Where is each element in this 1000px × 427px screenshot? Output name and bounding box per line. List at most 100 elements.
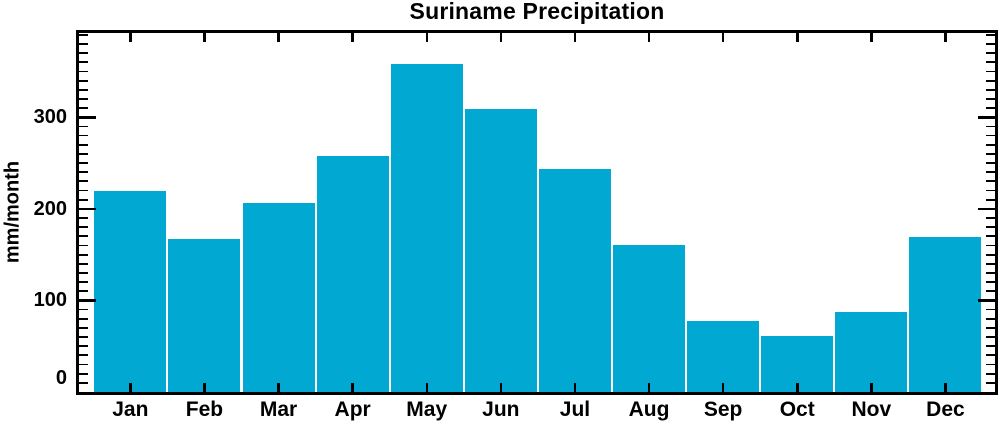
bar-apr — [316, 155, 389, 392]
y-minor-tick — [986, 189, 995, 192]
y-minor-tick — [79, 33, 88, 36]
y-minor-tick — [986, 143, 995, 146]
y-minor-tick — [79, 290, 88, 293]
bar-oct — [761, 336, 834, 392]
y-minor-tick — [986, 125, 995, 128]
x-tick-label-may: May — [406, 398, 448, 421]
x-tick-label-jul: Jul — [559, 398, 591, 421]
y-tick-label: 100 — [33, 289, 67, 312]
y-minor-tick — [79, 162, 88, 164]
y-minor-tick — [986, 354, 995, 357]
x-tick — [944, 383, 947, 392]
x-tick — [647, 383, 651, 392]
y-minor-tick — [986, 107, 995, 109]
y-minor-tick — [79, 235, 88, 238]
x-tick-label-feb: Feb — [185, 398, 224, 421]
y-tick-label: 0 — [55, 367, 67, 389]
y-minor-tick — [79, 180, 88, 183]
y-minor-tick — [986, 336, 995, 338]
y-minor-tick — [79, 317, 88, 320]
bar-feb — [168, 239, 241, 392]
y-minor-tick — [986, 52, 995, 55]
y-major-tick — [978, 116, 995, 119]
x-tick-label-dec: Dec — [926, 398, 965, 421]
y-minor-tick — [986, 134, 995, 137]
x-tick — [796, 33, 799, 42]
x-tick-label-aug: Aug — [628, 398, 670, 421]
y-minor-tick — [79, 354, 88, 357]
y-minor-tick — [986, 43, 995, 45]
y-minor-tick — [986, 61, 995, 64]
y-major-tick — [79, 116, 96, 119]
y-minor-tick — [79, 272, 88, 274]
y-major-tick — [79, 299, 96, 302]
y-minor-tick — [986, 253, 995, 256]
y-minor-tick — [986, 171, 995, 174]
y-minor-tick — [79, 98, 88, 100]
y-minor-tick — [79, 88, 88, 91]
x-tick — [499, 383, 503, 392]
x-tick-label-mar: Mar — [259, 398, 298, 421]
x-tick-label-apr: Apr — [334, 398, 371, 421]
x-tick — [647, 33, 651, 42]
x-tick — [425, 33, 428, 42]
y-minor-tick — [79, 61, 88, 64]
y-minor-tick — [986, 98, 995, 100]
y-minor-tick — [986, 152, 995, 155]
y-minor-tick — [986, 281, 995, 283]
y-minor-tick — [986, 79, 995, 82]
y-minor-tick — [79, 281, 88, 283]
x-tick-label-nov: Nov — [851, 398, 892, 421]
x-tick — [351, 383, 354, 392]
y-minor-tick — [986, 180, 995, 183]
y-minor-tick — [986, 33, 995, 36]
bar-jun — [464, 109, 537, 392]
x-tick — [870, 383, 873, 392]
y-minor-tick — [986, 317, 995, 320]
y-minor-tick — [79, 43, 88, 45]
y-minor-tick — [79, 134, 88, 137]
y-minor-tick — [986, 308, 995, 311]
y-minor-tick — [79, 244, 88, 247]
y-minor-tick — [986, 290, 995, 293]
x-tick — [870, 33, 873, 42]
x-tick — [721, 33, 725, 42]
x-tick — [277, 383, 280, 392]
y-minor-tick — [79, 125, 88, 128]
plot-area — [76, 30, 998, 395]
y-minor-tick — [986, 326, 995, 329]
y-minor-tick — [79, 372, 88, 375]
y-minor-tick — [986, 217, 995, 219]
ticks-layer — [79, 33, 995, 392]
x-tick-label-sep: Sep — [703, 398, 743, 421]
x-tick — [129, 33, 132, 42]
x-tick — [425, 383, 428, 392]
bar-jul — [538, 168, 611, 392]
y-minor-tick — [79, 226, 88, 229]
y-minor-tick — [79, 52, 88, 55]
x-tick — [944, 33, 947, 42]
y-minor-tick — [79, 308, 88, 311]
x-tick — [499, 33, 503, 42]
y-minor-tick — [986, 244, 995, 247]
y-minor-tick — [986, 235, 995, 238]
x-tick — [351, 33, 354, 42]
x-tick — [721, 383, 725, 392]
y-minor-tick — [986, 272, 995, 274]
y-minor-tick — [986, 345, 995, 348]
y-minor-tick — [986, 363, 995, 366]
x-tick — [796, 383, 799, 392]
y-minor-tick — [986, 198, 995, 201]
y-tick-label: 300 — [33, 106, 67, 129]
x-tick-label-jan: Jan — [112, 398, 149, 421]
y-minor-tick — [986, 372, 995, 375]
x-tick-label-jun: Jun — [482, 398, 520, 421]
y-minor-tick — [79, 326, 88, 329]
y-major-tick — [978, 299, 995, 302]
y-minor-tick — [79, 345, 88, 348]
bar-aug — [613, 245, 686, 392]
y-minor-tick — [79, 217, 88, 219]
y-major-tick — [978, 207, 995, 211]
bar-sep — [687, 321, 760, 392]
y-tick-label: 200 — [33, 197, 67, 220]
